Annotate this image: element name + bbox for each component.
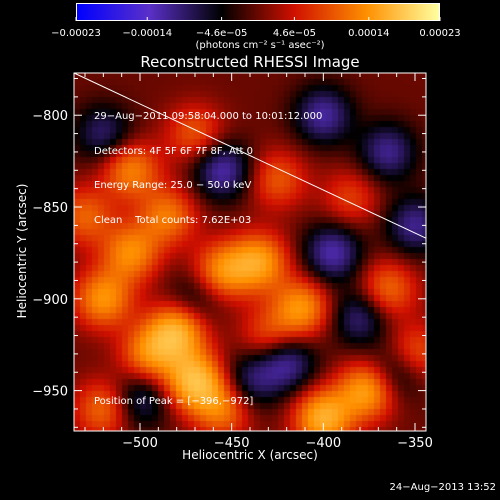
- colorbar-tick-label: 0.00014: [348, 28, 389, 39]
- colorbar-gradient: [77, 4, 439, 20]
- y-tick-label: −800: [32, 109, 68, 124]
- colorbar-ticks: −0.00023 −0.00014 −4.6e−05 4.6e−05 0.00014 0.…: [51, 17, 461, 39]
- peak-position-label: Position of Peak = [−396,−972]: [94, 396, 254, 407]
- info-time-range: 29−Aug−2011 09:58:04.000 to 10:01:12.000: [94, 111, 323, 122]
- info-block: 29−Aug−2011 09:58:04.000 to 10:01:12.000…: [94, 88, 322, 238]
- x-tick-label: −500: [122, 436, 158, 451]
- colorbar-tick-label: −0.00014: [122, 28, 172, 39]
- info-detectors: Detectors: 4F 5F 6F 7F 8F, Att 0: [94, 145, 254, 157]
- colorbar: [76, 3, 440, 21]
- y-axis-label: Heliocentric Y (arcsec): [15, 183, 29, 319]
- colorbar-tick-label: −4.6e−05: [196, 28, 248, 39]
- x-tick-label: −400: [305, 436, 341, 451]
- info-energy-range: Energy Range: 25.0 − 50.0 keV: [94, 180, 252, 191]
- y-tick-label: −850: [32, 201, 68, 216]
- x-axis-label: Heliocentric X (arcsec): [182, 448, 318, 462]
- colorbar-tick-label: 0.00023: [419, 28, 460, 39]
- y-tick-label: −900: [32, 293, 68, 308]
- y-tick-label: −950: [32, 385, 68, 400]
- rhessi-image: [74, 73, 426, 431]
- solar-limb-line: [73, 72, 427, 239]
- colorbar-tick-label: −0.00023: [51, 28, 101, 39]
- colorbar-tick-label: 4.6e−05: [273, 28, 316, 39]
- x-tick-label: −350: [397, 436, 433, 451]
- colorbar-label: (photons cm⁻² s⁻¹ asec⁻²): [195, 40, 325, 51]
- info-total-counts: Clean Total counts: 7.62E+03: [94, 214, 252, 226]
- timestamp: 24−Aug−2013 13:52: [389, 482, 496, 493]
- chart-title: Reconstructed RHESSI Image: [140, 53, 360, 71]
- x-tick-label: −450: [214, 436, 250, 451]
